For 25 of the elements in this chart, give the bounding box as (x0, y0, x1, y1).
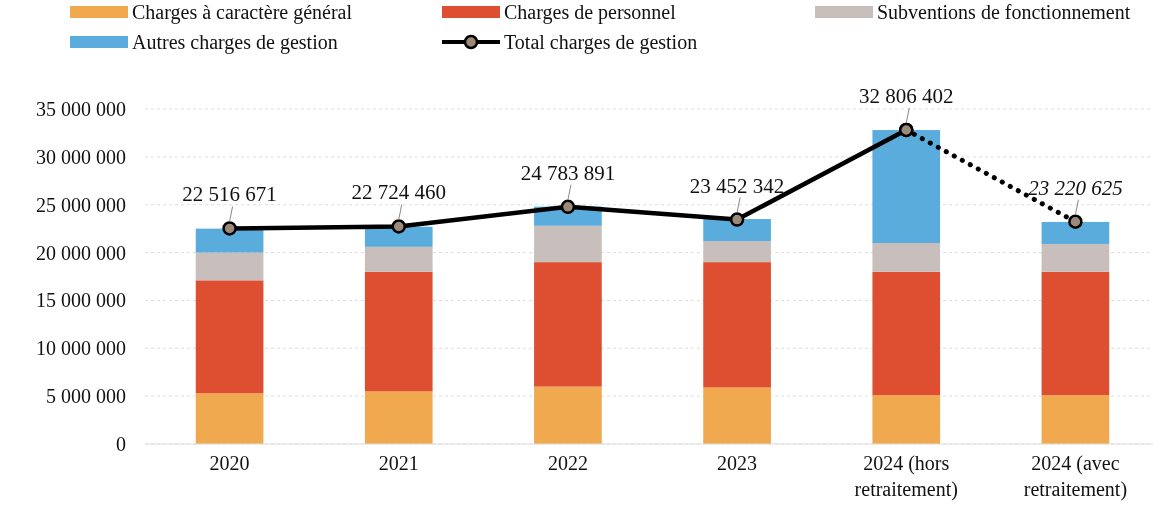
data-label: 23 452 342 (689, 173, 785, 198)
y-tick-label: 20 000 000 (36, 241, 126, 264)
y-tick-label: 10 000 000 (36, 337, 126, 360)
legend-label: Charges de personnel (504, 1, 677, 24)
x-tick-label: 2024 (avec retraitement) (1023, 452, 1128, 501)
x-tick-label: 2022 (547, 452, 588, 474)
y-tick-label: 15 000 000 (36, 289, 126, 312)
legend-label: Autres charges de gestion (132, 31, 338, 54)
x-tick-label: 2020 (209, 452, 250, 474)
data-label: 24 783 891 (520, 160, 616, 185)
data-label: 32 806 402 (859, 84, 954, 108)
legend-label: Subventions de fonctionnement (877, 1, 1131, 23)
y-tick-label: 30 000 000 (36, 145, 126, 168)
x-tick-label: 2023 (717, 452, 758, 474)
y-tick-label: 35 000 000 (36, 98, 126, 120)
y-tick-label: 0 (116, 433, 126, 455)
data-label: 22 724 460 (351, 180, 446, 205)
y-tick-label: 5 000 000 (46, 385, 126, 408)
data-label: 22 516 671 (182, 182, 277, 207)
legend-label: Charges à caractère général (132, 1, 353, 24)
x-tick-label: 2024 (hors retraitement) (854, 452, 958, 501)
x-tick-label: 2021 (378, 452, 419, 474)
data-label: 23 220 625 (1028, 175, 1123, 200)
y-tick-label: 25 000 000 (36, 193, 126, 216)
legend-label: Total charges de gestion (504, 31, 698, 54)
